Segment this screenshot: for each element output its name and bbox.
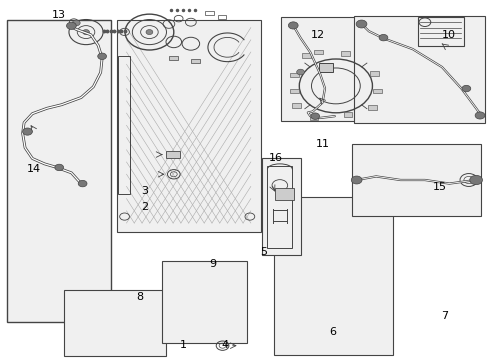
Bar xyxy=(292,103,301,108)
Text: 13: 13 xyxy=(52,10,66,20)
Bar xyxy=(273,197,392,355)
Circle shape xyxy=(310,113,319,120)
Bar xyxy=(309,116,318,120)
Text: 4: 4 xyxy=(221,340,228,350)
Circle shape xyxy=(469,175,482,185)
Bar xyxy=(372,89,381,94)
Bar xyxy=(319,63,332,72)
Text: 11: 11 xyxy=(315,139,329,149)
Bar xyxy=(341,51,349,56)
Circle shape xyxy=(461,85,470,92)
Circle shape xyxy=(98,53,106,59)
Bar xyxy=(118,56,130,194)
Bar xyxy=(165,150,180,158)
Bar xyxy=(6,21,111,321)
Bar xyxy=(205,12,214,15)
Circle shape xyxy=(22,128,32,135)
Bar xyxy=(190,59,199,63)
Bar xyxy=(217,15,226,19)
Bar xyxy=(168,55,177,60)
Bar xyxy=(367,105,376,109)
Bar xyxy=(370,71,379,76)
Bar xyxy=(289,73,298,77)
Bar xyxy=(274,188,294,200)
Bar xyxy=(289,89,298,94)
Circle shape xyxy=(66,22,76,30)
Text: 10: 10 xyxy=(441,30,455,40)
Bar xyxy=(64,290,166,356)
Text: 1: 1 xyxy=(180,340,187,350)
Text: 3: 3 xyxy=(141,186,148,196)
Circle shape xyxy=(350,176,361,184)
Text: 2: 2 xyxy=(141,202,148,212)
Circle shape xyxy=(55,164,63,171)
Circle shape xyxy=(474,112,484,119)
Text: 12: 12 xyxy=(310,30,324,40)
Circle shape xyxy=(146,30,153,35)
Text: 5: 5 xyxy=(260,247,267,257)
Bar xyxy=(161,261,246,343)
Bar xyxy=(314,50,323,54)
Text: 14: 14 xyxy=(27,164,41,174)
Circle shape xyxy=(82,30,89,35)
Circle shape xyxy=(78,180,87,187)
Circle shape xyxy=(378,35,387,41)
Circle shape xyxy=(355,20,366,28)
Bar xyxy=(302,53,310,58)
Text: 15: 15 xyxy=(432,182,446,192)
Bar xyxy=(281,17,383,121)
Bar xyxy=(353,16,484,123)
Text: 6: 6 xyxy=(328,327,335,337)
Bar xyxy=(267,166,292,248)
Circle shape xyxy=(72,20,80,26)
Text: 9: 9 xyxy=(209,259,216,269)
Text: 7: 7 xyxy=(440,311,447,321)
Text: 8: 8 xyxy=(136,292,143,302)
Circle shape xyxy=(296,69,304,75)
Bar xyxy=(261,158,300,255)
Bar xyxy=(343,112,352,117)
Circle shape xyxy=(288,22,298,29)
Bar xyxy=(117,21,260,232)
Bar xyxy=(351,144,480,216)
Bar xyxy=(417,17,463,45)
Text: 16: 16 xyxy=(269,153,283,163)
